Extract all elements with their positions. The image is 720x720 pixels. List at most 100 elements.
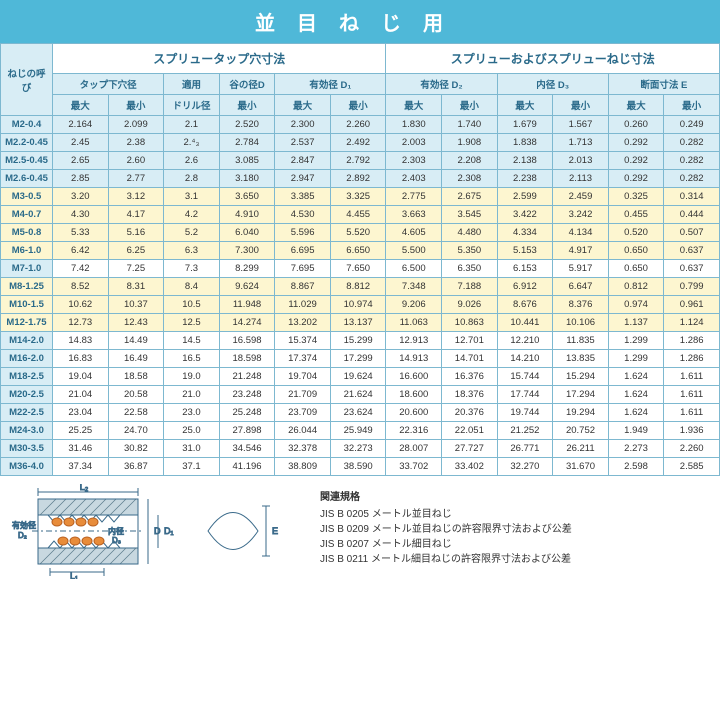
cell: 8.812 — [330, 278, 386, 296]
cell: 2.77 — [108, 170, 164, 188]
cell: 31.0 — [164, 440, 220, 458]
header-min: 最小 — [330, 95, 386, 116]
page-title: 並目ねじ用 — [0, 0, 720, 43]
cell: 25.25 — [53, 422, 109, 440]
cell: 10.106 — [553, 314, 609, 332]
cell: 10.974 — [330, 296, 386, 314]
table-row: M10-1.510.6210.3710.511.94811.02910.9749… — [1, 296, 720, 314]
cell: 2.300 — [275, 116, 331, 134]
cell: 5.596 — [275, 224, 331, 242]
cell: 23.248 — [219, 386, 275, 404]
cell: 23.0 — [164, 404, 220, 422]
table-row: M6-1.06.426.256.37.3006.6956.6505.5005.3… — [1, 242, 720, 260]
cell: 0.650 — [608, 242, 664, 260]
cell: 21.624 — [330, 386, 386, 404]
cell: 3.180 — [219, 170, 275, 188]
cell: 14.274 — [219, 314, 275, 332]
header-min: 最小 — [108, 95, 164, 116]
cell: 0.282 — [664, 170, 720, 188]
cell: 18.600 — [386, 386, 442, 404]
cell: 14.701 — [442, 350, 498, 368]
cell: 2.099 — [108, 116, 164, 134]
cell: 11.948 — [219, 296, 275, 314]
cell: 13.137 — [330, 314, 386, 332]
row-label: M20-2.5 — [1, 386, 53, 404]
cell: 3.242 — [553, 206, 609, 224]
cell: 18.58 — [108, 368, 164, 386]
cell: 31.670 — [553, 458, 609, 476]
cell: 21.709 — [275, 386, 331, 404]
row-label: M2.2-0.45 — [1, 134, 53, 152]
cell: 20.600 — [386, 404, 442, 422]
cell: 2.598 — [608, 458, 664, 476]
cell: 22.051 — [442, 422, 498, 440]
cell: 16.83 — [53, 350, 109, 368]
cell: 38.590 — [330, 458, 386, 476]
cell: 4.530 — [275, 206, 331, 224]
table-row: M36-4.037.3436.8737.141.19638.80938.5903… — [1, 458, 720, 476]
cell: 8.867 — [275, 278, 331, 296]
cell: 3.12 — [108, 188, 164, 206]
cell: 2.138 — [497, 152, 553, 170]
cell: 37.34 — [53, 458, 109, 476]
cell: 1.137 — [608, 314, 664, 332]
cell: 2.85 — [53, 170, 109, 188]
cell: 0.282 — [664, 134, 720, 152]
header-group5: 有効径 D₂ — [386, 74, 497, 95]
cell: 5.33 — [53, 224, 109, 242]
cell: 7.695 — [275, 260, 331, 278]
row-label: M30-3.5 — [1, 440, 53, 458]
cell: 1.624 — [608, 368, 664, 386]
cell: 2.113 — [553, 170, 609, 188]
cell: 1.908 — [442, 134, 498, 152]
table-row: M16-2.016.8316.4916.518.59817.37417.2991… — [1, 350, 720, 368]
cell: 37.1 — [164, 458, 220, 476]
cell: 21.0 — [164, 386, 220, 404]
table-row: M2.2-0.452.452.382.⁴₃2.7842.5372.4922.00… — [1, 134, 720, 152]
cell: 4.910 — [219, 206, 275, 224]
cell: 2.947 — [275, 170, 331, 188]
cell: 14.210 — [497, 350, 553, 368]
cell: 8.299 — [219, 260, 275, 278]
cell: 16.49 — [108, 350, 164, 368]
row-label: M4-0.7 — [1, 206, 53, 224]
cell: 12.5 — [164, 314, 220, 332]
cell: 13.835 — [553, 350, 609, 368]
cell: 2.273 — [608, 440, 664, 458]
cell: 9.206 — [386, 296, 442, 314]
cell: 15.299 — [330, 332, 386, 350]
cell: 26.771 — [497, 440, 553, 458]
cell: 3.385 — [275, 188, 331, 206]
cell: 19.294 — [553, 404, 609, 422]
cell: 1.286 — [664, 332, 720, 350]
cell: 8.676 — [497, 296, 553, 314]
cell: 19.744 — [497, 404, 553, 422]
cell: 2.775 — [386, 188, 442, 206]
cell: 2.585 — [664, 458, 720, 476]
cell: 19.624 — [330, 368, 386, 386]
table-row: M30-3.531.4630.8231.034.54632.37832.2732… — [1, 440, 720, 458]
cell: 28.007 — [386, 440, 442, 458]
cell: 33.702 — [386, 458, 442, 476]
cell: 0.455 — [608, 206, 664, 224]
cell: 4.30 — [53, 206, 109, 224]
cell: 12.913 — [386, 332, 442, 350]
row-label: M2-0.4 — [1, 116, 53, 134]
cell: 20.58 — [108, 386, 164, 404]
cell: 0.292 — [608, 134, 664, 152]
cell: 2.6 — [164, 152, 220, 170]
cell: 12.701 — [442, 332, 498, 350]
cell: 7.42 — [53, 260, 109, 278]
table-row: M22-2.523.0422.5823.025.24823.70923.6242… — [1, 404, 720, 422]
table-row: M7-1.07.427.257.38.2997.6957.6506.5006.3… — [1, 260, 720, 278]
cell: 12.210 — [497, 332, 553, 350]
header-group2: 適用 — [164, 74, 220, 95]
cell: 7.300 — [219, 242, 275, 260]
row-label: M16-2.0 — [1, 350, 53, 368]
svg-text:D₁: D₁ — [164, 526, 174, 536]
cell: 2.260 — [664, 440, 720, 458]
header-min: 最小 — [664, 95, 720, 116]
header-group6: 内径 D₃ — [497, 74, 608, 95]
cell: 23.624 — [330, 404, 386, 422]
cell: 2.792 — [330, 152, 386, 170]
